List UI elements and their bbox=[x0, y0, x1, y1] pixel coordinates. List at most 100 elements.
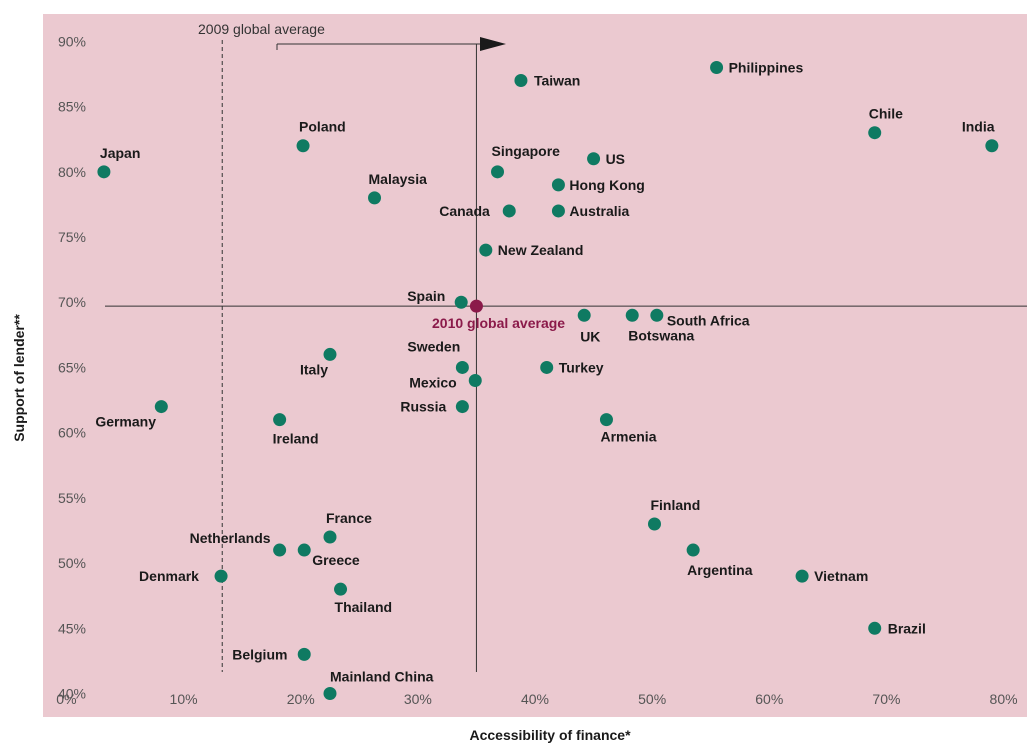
x-tick-label: 60% bbox=[755, 691, 783, 707]
x-tick-label: 80% bbox=[990, 691, 1018, 707]
x-axis-title: Accessibility of finance* bbox=[469, 727, 631, 743]
data-point bbox=[323, 347, 337, 361]
data-point-label: India bbox=[962, 119, 995, 135]
data-point-label: Botswana bbox=[628, 327, 694, 343]
data-point-label: Vietnam bbox=[814, 568, 868, 584]
x-tick-label: 30% bbox=[404, 691, 432, 707]
data-point bbox=[599, 413, 613, 427]
x-axis-ticks: 0% 10% 20% 30% 40% 50% 60% 70% 80% bbox=[56, 691, 1017, 707]
data-point bbox=[273, 543, 287, 557]
x-tick-label: 70% bbox=[872, 691, 900, 707]
data-point bbox=[985, 139, 999, 153]
data-point bbox=[334, 582, 348, 596]
data-point-label: Philippines bbox=[729, 59, 804, 75]
y-tick-label: 90% bbox=[58, 33, 86, 49]
y-tick-label: 55% bbox=[58, 490, 86, 506]
y-tick-label: 45% bbox=[58, 620, 86, 636]
data-point bbox=[214, 569, 228, 583]
data-point-label: Mexico bbox=[409, 374, 456, 390]
data-point bbox=[710, 60, 724, 74]
data-point-label: Poland bbox=[299, 119, 346, 135]
plot-background bbox=[43, 14, 1027, 717]
2010-average-point bbox=[469, 299, 483, 313]
data-point bbox=[479, 243, 493, 257]
2009-average-label: 2009 global average bbox=[198, 21, 325, 37]
data-point-label: US bbox=[606, 151, 625, 167]
data-point bbox=[540, 360, 554, 374]
data-point bbox=[551, 178, 565, 192]
data-point bbox=[686, 543, 700, 557]
y-tick-label: 75% bbox=[58, 229, 86, 245]
data-point bbox=[868, 126, 882, 140]
data-point-label: Sweden bbox=[407, 338, 460, 354]
data-point bbox=[97, 165, 111, 179]
data-point bbox=[323, 530, 337, 544]
arrow-head bbox=[480, 37, 506, 51]
data-point-label: Turkey bbox=[559, 359, 604, 375]
data-point bbox=[491, 165, 505, 179]
data-point bbox=[454, 295, 468, 309]
data-point-label: Brazil bbox=[888, 620, 926, 636]
x-tick-label: 50% bbox=[638, 691, 666, 707]
data-point-label: Australia bbox=[569, 203, 629, 219]
data-point-label: Chile bbox=[869, 106, 903, 122]
y-tick-label: 85% bbox=[58, 99, 86, 115]
y-tick-label: 80% bbox=[58, 164, 86, 180]
data-point bbox=[455, 360, 469, 374]
data-point-label: Singapore bbox=[492, 143, 561, 159]
data-point bbox=[625, 308, 639, 322]
data-point bbox=[647, 517, 661, 531]
data-point-label: New Zealand bbox=[498, 242, 584, 258]
data-point-label: Denmark bbox=[139, 568, 199, 584]
data-point-label: France bbox=[326, 510, 372, 526]
data-point-label: UK bbox=[580, 328, 600, 344]
data-point bbox=[455, 400, 469, 414]
data-point bbox=[323, 687, 337, 701]
y-tick-label: 50% bbox=[58, 555, 86, 571]
x-tick-label: 40% bbox=[521, 691, 549, 707]
data-point bbox=[273, 413, 287, 427]
data-point bbox=[650, 308, 664, 322]
data-point bbox=[795, 569, 809, 583]
y-tick-label: 70% bbox=[58, 294, 86, 310]
x-tick-label: 0% bbox=[56, 691, 76, 707]
data-point-label: Greece bbox=[312, 552, 360, 568]
data-point-label: Armenia bbox=[600, 429, 656, 445]
data-points: Japan Poland Malaysia Taiwan Philippines Chil… bbox=[95, 59, 999, 701]
y-tick-label: 40% bbox=[58, 686, 86, 702]
data-point-label: South Africa bbox=[667, 312, 750, 328]
data-point bbox=[468, 373, 482, 387]
reference-lines bbox=[105, 37, 1027, 672]
data-point-label: Italy bbox=[300, 361, 328, 377]
data-point bbox=[587, 152, 601, 166]
data-point-label: Ireland bbox=[273, 431, 319, 447]
y-tick-label: 60% bbox=[58, 425, 86, 441]
y-tick-label: 65% bbox=[58, 359, 86, 375]
data-point bbox=[296, 139, 310, 153]
data-point-label: Mainland China bbox=[330, 669, 434, 685]
data-point-label: Taiwan bbox=[534, 73, 580, 89]
data-point bbox=[868, 621, 882, 635]
data-point-label: Spain bbox=[407, 288, 445, 304]
x-tick-label: 10% bbox=[170, 691, 198, 707]
y-axis-ticks: 40% 45% 50% 55% 60% 65% 70% 75% 80% 85% 90% bbox=[58, 33, 86, 701]
data-point bbox=[514, 74, 528, 88]
data-point-label: Hong Kong bbox=[569, 177, 644, 193]
data-point-label: Japan bbox=[100, 145, 140, 161]
data-point-label: Germany bbox=[95, 414, 156, 430]
data-point bbox=[368, 191, 382, 205]
data-point bbox=[297, 543, 311, 557]
data-point bbox=[502, 204, 516, 218]
data-point-label: Russia bbox=[400, 399, 446, 415]
data-point bbox=[577, 308, 591, 322]
data-point-label: Netherlands bbox=[190, 530, 271, 546]
data-point-label: Finland bbox=[650, 497, 700, 513]
data-point-label: Argentina bbox=[687, 562, 753, 578]
y-axis-title: Support of lender** bbox=[11, 314, 27, 442]
data-point-label: Malaysia bbox=[369, 171, 428, 187]
2010-average-label: 2010 global average bbox=[432, 315, 565, 331]
data-point bbox=[297, 647, 311, 661]
data-point bbox=[551, 204, 565, 218]
data-point-label: Thailand bbox=[335, 599, 393, 615]
